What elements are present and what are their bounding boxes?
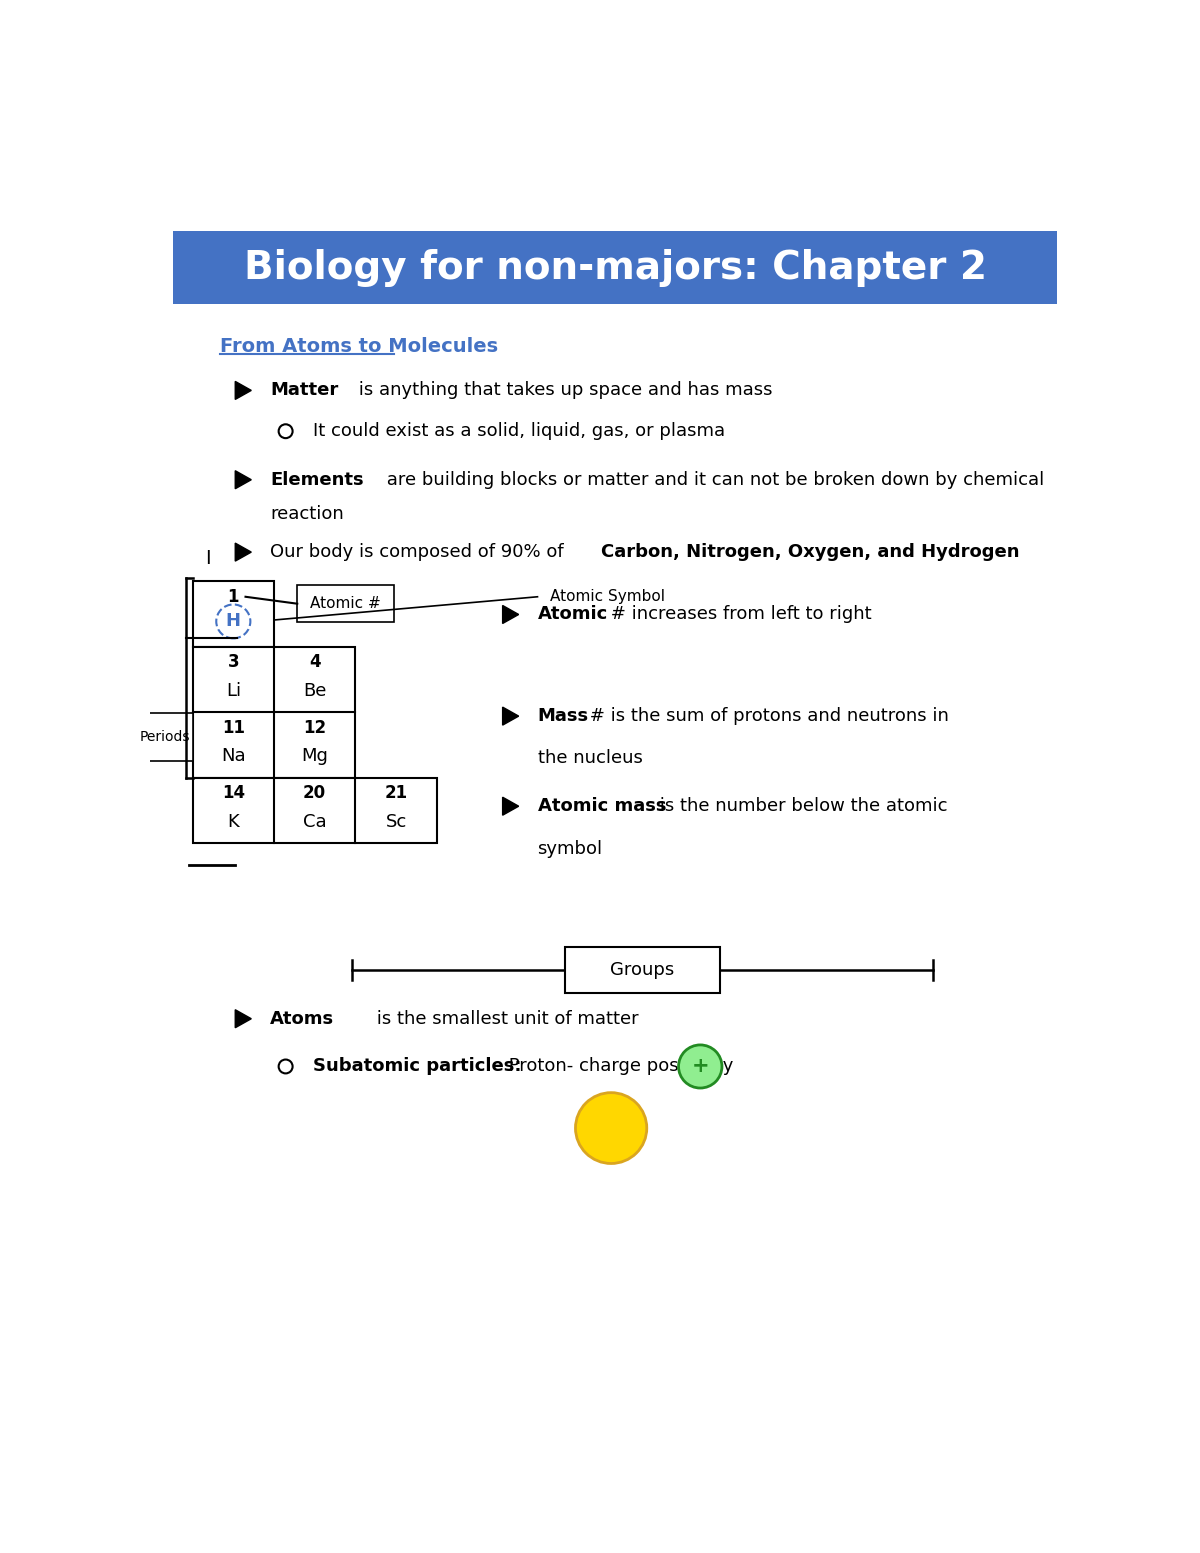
Text: Our body is composed of 90% of: Our body is composed of 90% of	[270, 544, 570, 561]
Polygon shape	[235, 1009, 251, 1028]
Text: Proton- charge positively: Proton- charge positively	[504, 1058, 733, 1076]
FancyBboxPatch shape	[173, 231, 1057, 304]
Text: # is the sum of protons and neutrons in: # is the sum of protons and neutrons in	[584, 707, 949, 725]
Text: 12: 12	[304, 719, 326, 736]
Text: 1: 1	[228, 587, 239, 606]
Text: Elements: Elements	[270, 471, 364, 489]
Text: Mass: Mass	[538, 707, 589, 725]
Text: I: I	[205, 548, 211, 568]
Text: Periods: Periods	[139, 730, 190, 744]
FancyBboxPatch shape	[298, 585, 394, 623]
Text: Sc: Sc	[385, 812, 407, 831]
Text: Atomic Symbol: Atomic Symbol	[550, 589, 665, 604]
Text: # increases from left to right: # increases from left to right	[605, 606, 871, 623]
Text: Groups: Groups	[610, 961, 674, 980]
Text: Na: Na	[221, 747, 246, 766]
Text: K: K	[228, 812, 239, 831]
Text: Atomic: Atomic	[538, 606, 607, 623]
Text: 3: 3	[228, 654, 239, 671]
Text: Subatomic particles:: Subatomic particles:	[313, 1058, 521, 1076]
Text: Matter: Matter	[270, 382, 338, 399]
Bar	[193, 581, 274, 646]
Text: Biology for non-majors: Chapter 2: Biology for non-majors: Chapter 2	[244, 248, 986, 287]
Text: Mg: Mg	[301, 747, 328, 766]
Polygon shape	[235, 471, 251, 489]
Text: H: H	[226, 612, 241, 631]
Text: It could exist as a solid, liquid, gas, or plasma: It could exist as a solid, liquid, gas, …	[313, 422, 725, 439]
Polygon shape	[503, 707, 518, 725]
Circle shape	[278, 424, 293, 438]
FancyBboxPatch shape	[565, 947, 720, 994]
Text: From Atoms to Molecules: From Atoms to Molecules	[220, 337, 498, 356]
Bar	[193, 646, 355, 778]
Text: the nucleus: the nucleus	[538, 750, 642, 767]
Text: is anything that takes up space and has mass: is anything that takes up space and has …	[353, 382, 773, 399]
Text: 21: 21	[384, 784, 408, 801]
Text: 4: 4	[308, 654, 320, 671]
Circle shape	[678, 1045, 722, 1089]
Text: Li: Li	[226, 682, 241, 700]
Text: reaction: reaction	[270, 505, 344, 523]
Text: 11: 11	[222, 719, 245, 736]
Text: are building blocks or matter and it can not be broken down by chemical: are building blocks or matter and it can…	[380, 471, 1044, 489]
Text: Atoms: Atoms	[270, 1009, 335, 1028]
Circle shape	[216, 604, 251, 638]
Text: Atomic #: Atomic #	[311, 596, 382, 612]
Text: symbol: symbol	[538, 840, 602, 857]
Text: 20: 20	[304, 784, 326, 801]
Polygon shape	[235, 544, 251, 561]
Text: Be: Be	[302, 682, 326, 700]
Polygon shape	[503, 606, 518, 623]
FancyBboxPatch shape	[137, 713, 193, 761]
Polygon shape	[235, 382, 251, 399]
Text: +: +	[691, 1056, 709, 1076]
Text: Atomic mass: Atomic mass	[538, 797, 666, 815]
Circle shape	[278, 1059, 293, 1073]
Text: Carbon, Nitrogen, Oxygen, and Hydrogen: Carbon, Nitrogen, Oxygen, and Hydrogen	[601, 544, 1020, 561]
Circle shape	[576, 1093, 647, 1163]
Polygon shape	[503, 797, 518, 815]
Text: is the smallest unit of matter: is the smallest unit of matter	[371, 1009, 638, 1028]
Text: is the number below the atomic: is the number below the atomic	[654, 797, 947, 815]
Bar	[193, 778, 437, 843]
Text: 14: 14	[222, 784, 245, 801]
Text: Ca: Ca	[302, 812, 326, 831]
